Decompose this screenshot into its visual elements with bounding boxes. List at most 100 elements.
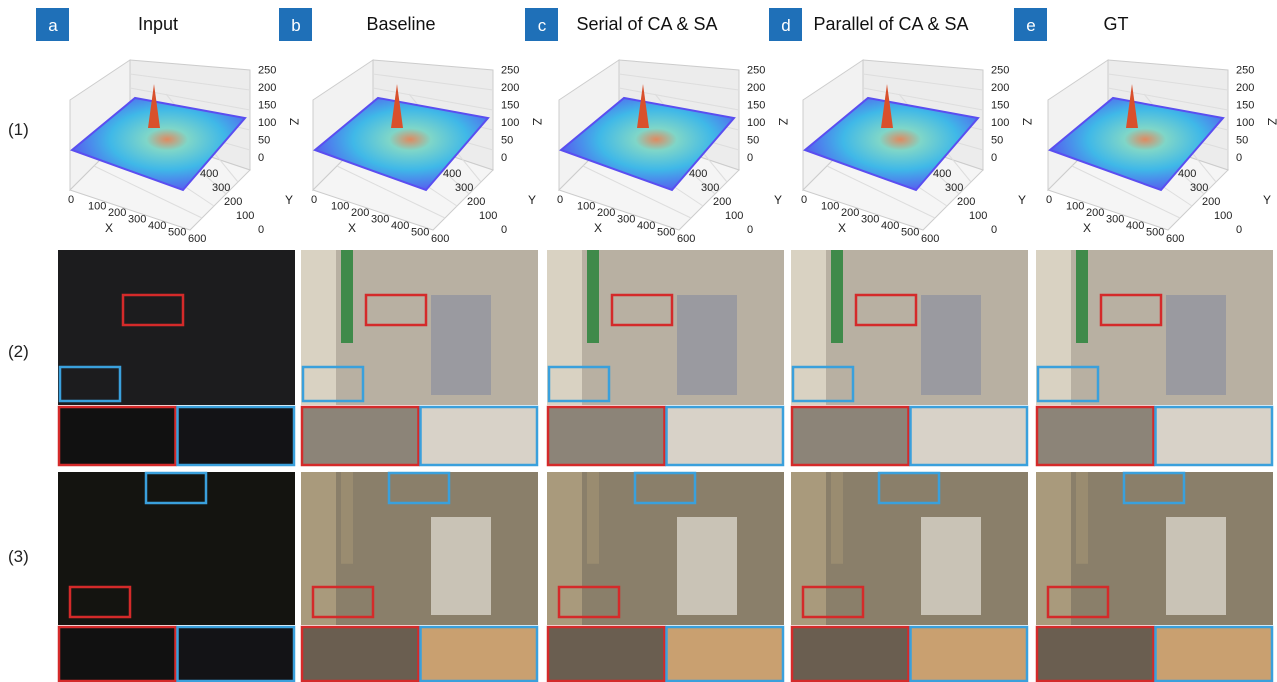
y-tick-label: 200 bbox=[713, 196, 731, 208]
x-tick-label: 600 bbox=[188, 233, 206, 245]
z-tick-label: 200 bbox=[1236, 82, 1254, 94]
photo-region bbox=[341, 250, 353, 343]
z-tick-label: 150 bbox=[258, 100, 276, 112]
column-title: GT bbox=[1104, 14, 1129, 34]
y-tick-label: 100 bbox=[1214, 210, 1232, 222]
figure-canvas: (1)(2)(3)aInput050100150200250Z010020030… bbox=[0, 0, 1277, 682]
photo-region bbox=[791, 472, 826, 625]
x-tick-label: 300 bbox=[861, 214, 879, 226]
y-label: Y bbox=[1018, 193, 1026, 207]
inset bbox=[302, 627, 419, 681]
y-tick-label: 300 bbox=[945, 182, 963, 194]
y-tick-label: 200 bbox=[957, 196, 975, 208]
z-label: Z bbox=[1020, 118, 1034, 125]
x-tick-label: 600 bbox=[677, 233, 695, 245]
column-title: Parallel of CA & SA bbox=[813, 14, 968, 34]
x-tick-label: 400 bbox=[148, 220, 166, 232]
z-label: Z bbox=[1265, 118, 1277, 125]
badge-letter: d bbox=[781, 16, 790, 35]
y-tick-label: 100 bbox=[969, 210, 987, 222]
y-tick-label: 400 bbox=[1178, 168, 1196, 180]
y-tick-label: 400 bbox=[689, 168, 707, 180]
inset bbox=[667, 407, 784, 465]
photo-region bbox=[587, 472, 599, 564]
x-tick-label: 500 bbox=[657, 227, 675, 239]
x-tick-label: 100 bbox=[821, 201, 839, 213]
photo-region bbox=[1166, 517, 1226, 615]
z-label: Z bbox=[530, 118, 544, 125]
x-tick-label: 400 bbox=[1126, 220, 1144, 232]
photo-region bbox=[1166, 295, 1226, 395]
x-tick-label: 100 bbox=[1066, 201, 1084, 213]
inset bbox=[1037, 627, 1154, 681]
x-tick-label: 200 bbox=[108, 207, 126, 219]
z-tick-label: 200 bbox=[501, 82, 519, 94]
photo bbox=[791, 250, 1028, 405]
x-tick-label: 100 bbox=[88, 201, 106, 213]
surface-plot: 050100150200250Z0100200300400Y0100200300… bbox=[311, 60, 544, 245]
photo bbox=[791, 472, 1028, 625]
column-title: Input bbox=[138, 14, 178, 34]
z-tick-label: 250 bbox=[501, 65, 519, 77]
photo-region bbox=[831, 250, 843, 343]
badge-letter: c bbox=[538, 16, 547, 35]
inset bbox=[59, 407, 176, 465]
inset bbox=[548, 627, 665, 681]
z-label: Z bbox=[287, 118, 301, 125]
z-tick-label: 0 bbox=[1236, 152, 1242, 164]
y-tick-label: 200 bbox=[224, 196, 242, 208]
x-tick-label: 100 bbox=[577, 201, 595, 213]
z-tick-label: 150 bbox=[1236, 100, 1254, 112]
z-tick-label: 250 bbox=[1236, 65, 1254, 77]
inset bbox=[792, 407, 909, 465]
inset bbox=[792, 627, 909, 681]
x-label: X bbox=[594, 221, 602, 235]
photo bbox=[58, 250, 295, 405]
photo bbox=[547, 250, 784, 405]
figure: (1)(2)(3)aInput050100150200250Z010020030… bbox=[0, 0, 1277, 682]
y-label: Y bbox=[528, 193, 536, 207]
z-tick-label: 50 bbox=[991, 135, 1003, 147]
z-tick-label: 200 bbox=[747, 82, 765, 94]
y-tick-label: 100 bbox=[725, 210, 743, 222]
photo-region bbox=[1036, 472, 1071, 625]
x-tick-label: 0 bbox=[1046, 194, 1052, 206]
x-tick-label: 300 bbox=[128, 214, 146, 226]
x-tick-label: 400 bbox=[391, 220, 409, 232]
z-tick-label: 150 bbox=[747, 100, 765, 112]
inset bbox=[178, 627, 295, 681]
z-tick-label: 50 bbox=[501, 135, 513, 147]
photo-region bbox=[341, 472, 353, 564]
photo-region bbox=[1076, 472, 1088, 564]
photo-region bbox=[301, 250, 336, 405]
photo-region bbox=[677, 295, 737, 395]
badge-letter: e bbox=[1026, 16, 1035, 35]
x-tick-label: 0 bbox=[311, 194, 317, 206]
z-tick-label: 0 bbox=[501, 152, 507, 164]
photo-region bbox=[1076, 250, 1088, 343]
photo bbox=[58, 472, 295, 625]
photo-region bbox=[791, 250, 826, 405]
photo-region bbox=[921, 295, 981, 395]
y-tick-label: 300 bbox=[701, 182, 719, 194]
x-tick-label: 500 bbox=[411, 227, 429, 239]
photo-region bbox=[301, 472, 336, 625]
x-label: X bbox=[1083, 221, 1091, 235]
x-label: X bbox=[348, 221, 356, 235]
y-tick-label: 400 bbox=[200, 168, 218, 180]
inset bbox=[548, 407, 665, 465]
y-tick-label: 400 bbox=[443, 168, 461, 180]
y-tick-label: 0 bbox=[501, 224, 507, 236]
surface-plot: 050100150200250Z0100200300400Y0100200300… bbox=[557, 60, 790, 245]
x-tick-label: 0 bbox=[557, 194, 563, 206]
inset bbox=[1156, 627, 1273, 681]
column-title: Serial of CA & SA bbox=[576, 14, 717, 34]
x-tick-label: 600 bbox=[1166, 233, 1184, 245]
row-label: (3) bbox=[8, 547, 29, 566]
column-title: Baseline bbox=[366, 14, 435, 34]
z-label: Z bbox=[776, 118, 790, 125]
x-tick-label: 0 bbox=[68, 194, 74, 206]
z-tick-label: 50 bbox=[747, 135, 759, 147]
z-tick-label: 250 bbox=[747, 65, 765, 77]
inset bbox=[1156, 407, 1273, 465]
